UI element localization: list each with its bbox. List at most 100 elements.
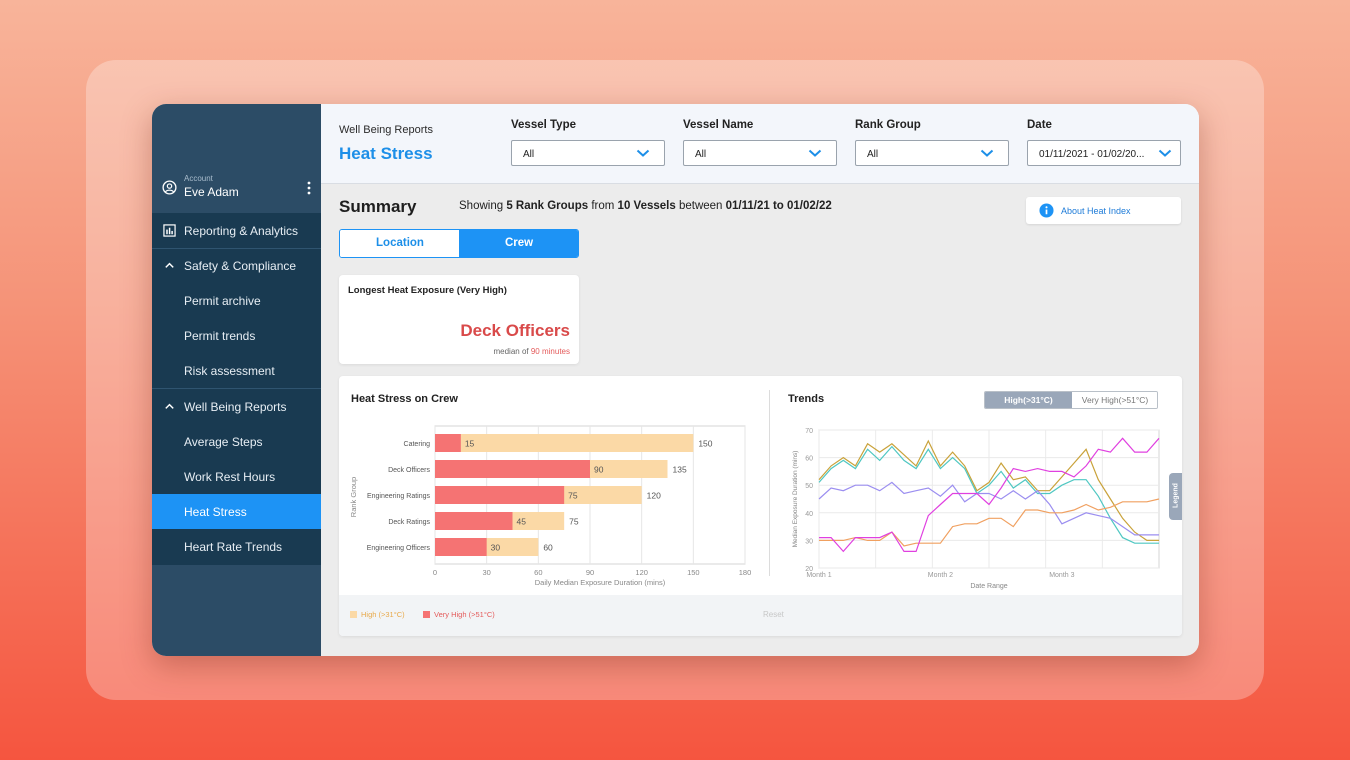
chart-icon (163, 224, 176, 237)
sidebar-item-label: Permit trends (184, 329, 256, 343)
account-name: Eve Adam (184, 185, 239, 199)
longest-exposure-card: Longest Heat Exposure (Very High) Deck O… (339, 275, 579, 364)
bar-chart-title: Heat Stress on Crew (351, 393, 458, 405)
y-tick-label: 20 (805, 566, 813, 573)
filter-label: Rank Group (855, 119, 921, 131)
data-label-very-high: 30 (491, 543, 501, 553)
about-heat-index-button[interactable]: About Heat Index (1026, 197, 1181, 224)
toggle-very-high[interactable]: Very High(>51°C) (1072, 392, 1157, 408)
charts-card: Heat Stress on Crew 0 30 60 90 120 150 180 Cate… (339, 376, 1182, 636)
rank-group-filter: Rank Group All (855, 118, 1009, 166)
sidebar-item-label: Work Rest Hours (184, 470, 276, 484)
panel-divider (769, 390, 770, 576)
y-tick-label: 50 (805, 483, 813, 490)
x-tick-label: 60 (534, 568, 542, 577)
sidebar: Account Eve Adam Reporting & Analytics S… (152, 104, 321, 656)
select-value: All (695, 149, 707, 160)
y-axis-label: Median Exposure Duration (mins) (792, 451, 799, 548)
kpi-value: Deck Officers (460, 321, 570, 340)
sidebar-item-heart-rate-trends[interactable]: Heart Rate Trends (152, 529, 321, 564)
y-category-label: Engineering Ratings (367, 493, 431, 500)
bar-high (435, 434, 694, 452)
bar-very-high (435, 512, 513, 530)
trend-threshold-toggle: High(>31°C) Very High(>51°C) (984, 391, 1158, 409)
data-label-high: 120 (647, 491, 661, 501)
filter-label: Date (1027, 119, 1052, 131)
data-label-very-high: 75 (568, 491, 578, 501)
sidebar-item-risk-assessment[interactable]: Risk assessment (152, 353, 321, 388)
user-circle-icon (162, 180, 177, 195)
tab-crew[interactable]: Crew (459, 230, 578, 257)
chevron-up-icon (165, 403, 174, 409)
bar-very-high (435, 486, 565, 504)
chevron-up-icon (165, 262, 174, 268)
reset-button[interactable]: Reset (763, 610, 784, 619)
legend-tab-label: Legend (1172, 483, 1180, 508)
sidebar-item-label: Risk assessment (184, 364, 275, 378)
bar-very-high (435, 460, 590, 478)
kpi-subtext: median of 90 minutes (493, 347, 570, 356)
heat-stress-bar-chart: 0 30 60 90 120 150 180 Catering 150 15 Deck Office… (349, 425, 751, 587)
data-label-very-high: 45 (517, 517, 527, 527)
series-line (818, 481, 1159, 536)
sidebar-item-work-rest-hours[interactable]: Work Rest Hours (152, 459, 321, 494)
x-tick-label: Month 2 (928, 572, 953, 579)
summary-title: Summary (339, 197, 417, 216)
x-tick-label: Month 1 (806, 572, 831, 579)
date-range-select[interactable]: 01/11/2021 - 01/02/20... (1027, 140, 1181, 166)
sidebar-item-label: Well Being Reports (184, 400, 287, 414)
vessel-name-select[interactable]: All (683, 140, 837, 166)
bar-very-high (435, 538, 487, 556)
x-tick-label: 120 (635, 568, 648, 577)
sidebar-item-label: Heart Rate Trends (184, 540, 283, 554)
data-label-high: 135 (673, 465, 687, 475)
chart-footer (339, 595, 1182, 636)
info-icon (1039, 203, 1054, 218)
select-value: All (867, 149, 879, 160)
data-label-high: 150 (698, 439, 712, 449)
x-tick-label: 90 (586, 568, 594, 577)
series-line (819, 498, 1160, 547)
data-label-high: 60 (543, 543, 553, 553)
vessel-count: 10 Vessels (617, 200, 676, 212)
sidebar-item-permit-trends[interactable]: Permit trends (152, 318, 321, 353)
filter-label: Vessel Type (511, 119, 576, 131)
sidebar-item-permit-archive[interactable]: Permit archive (152, 283, 321, 318)
y-tick-label: 70 (805, 428, 813, 435)
x-tick-label: 150 (687, 568, 700, 577)
legend-label: High (>31°C) (361, 610, 405, 619)
series-line (818, 439, 1159, 541)
data-label-very-high: 15 (465, 439, 475, 449)
chevron-down-icon (980, 149, 994, 157)
series-line (818, 445, 1159, 544)
x-tick-label: 30 (482, 568, 490, 577)
page-title: Heat Stress (339, 144, 433, 163)
breadcrumb[interactable]: Well Being Reports (339, 124, 433, 136)
date-range-text: 01/11/21 to 01/02/22 (725, 200, 832, 212)
y-category-label: Catering (404, 441, 431, 448)
toggle-high[interactable]: High(>31°C) (985, 392, 1072, 408)
vessel-type-filter: Vessel Type All (511, 118, 665, 166)
legend-tab[interactable]: Legend (1169, 473, 1182, 520)
y-category-label: Engineering Officers (367, 545, 431, 552)
sidebar-item-label: Heat Stress (184, 505, 247, 519)
page-header: Well Being Reports Heat Stress Vessel Ty… (321, 104, 1199, 184)
tab-location[interactable]: Location (340, 230, 460, 257)
series-line (819, 437, 1160, 553)
summary-text: Showing (459, 200, 504, 212)
sidebar-item-safety-compliance[interactable]: Safety & Compliance (152, 248, 321, 283)
rank-group-select[interactable]: All (855, 140, 1009, 166)
kpi-title: Longest Heat Exposure (Very High) (348, 285, 507, 296)
sidebar-item-reporting-analytics[interactable]: Reporting & Analytics (152, 213, 321, 248)
sidebar-item-well-being-reports[interactable]: Well Being Reports (152, 389, 321, 424)
account-section[interactable]: Account Eve Adam (162, 172, 312, 200)
vessel-type-select[interactable]: All (511, 140, 665, 166)
sidebar-item-average-steps[interactable]: Average Steps (152, 424, 321, 459)
y-axis-label: Rank Group (349, 477, 358, 517)
y-tick-label: 40 (805, 511, 813, 518)
sidebar-item-heat-stress[interactable]: Heat Stress (152, 494, 321, 529)
x-axis-label: Date Range (970, 583, 1007, 590)
more-vertical-icon[interactable] (306, 180, 312, 196)
x-tick-label: Month 3 (1049, 572, 1074, 579)
summary-description: Showing 5 Rank Groups from 10 Vessels be… (459, 200, 832, 212)
